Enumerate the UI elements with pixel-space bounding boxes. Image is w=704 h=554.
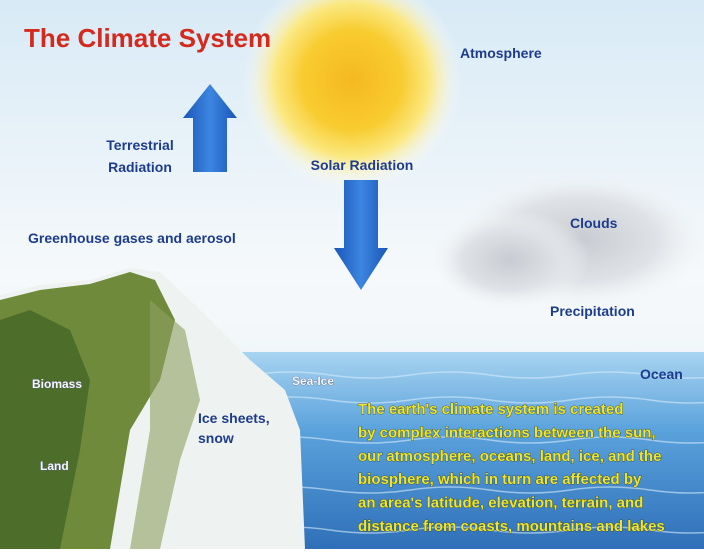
label-precipitation: Precipitation: [550, 303, 635, 319]
climate-diagram: The Climate System Atmosphere Terrestria…: [0, 0, 704, 549]
description-line: biosphere, which in turn are affected by: [358, 471, 642, 488]
label-solar: Solar Radiation: [311, 157, 414, 173]
description-line: distance from coasts, mountains and lake…: [358, 518, 665, 535]
label-clouds: Clouds: [570, 215, 618, 231]
label-terrestrial: Radiation: [108, 159, 172, 175]
label-sea-ice: Sea-Ice: [292, 374, 334, 388]
label-land: Land: [40, 459, 69, 473]
cloud: [430, 210, 590, 310]
description-line: The earth's climate system is created: [358, 401, 623, 418]
label-biomass: Biomass: [32, 377, 82, 391]
label-ice-sheets: snow: [198, 430, 234, 446]
title: The Climate System: [24, 23, 271, 53]
description-line: by complex interactions between the sun,: [358, 424, 656, 441]
label-greenhouse: Greenhouse gases and aerosol: [28, 230, 236, 246]
label-ice-sheets: Ice sheets,: [198, 410, 270, 426]
label-terrestrial: Terrestrial: [106, 137, 173, 153]
description-line: an area's latitude, elevation, terrain, …: [358, 495, 643, 512]
label-atmosphere: Atmosphere: [460, 45, 542, 61]
label-ocean: Ocean: [640, 366, 683, 382]
description-line: our atmosphere, oceans, land, ice, and t…: [358, 448, 661, 465]
